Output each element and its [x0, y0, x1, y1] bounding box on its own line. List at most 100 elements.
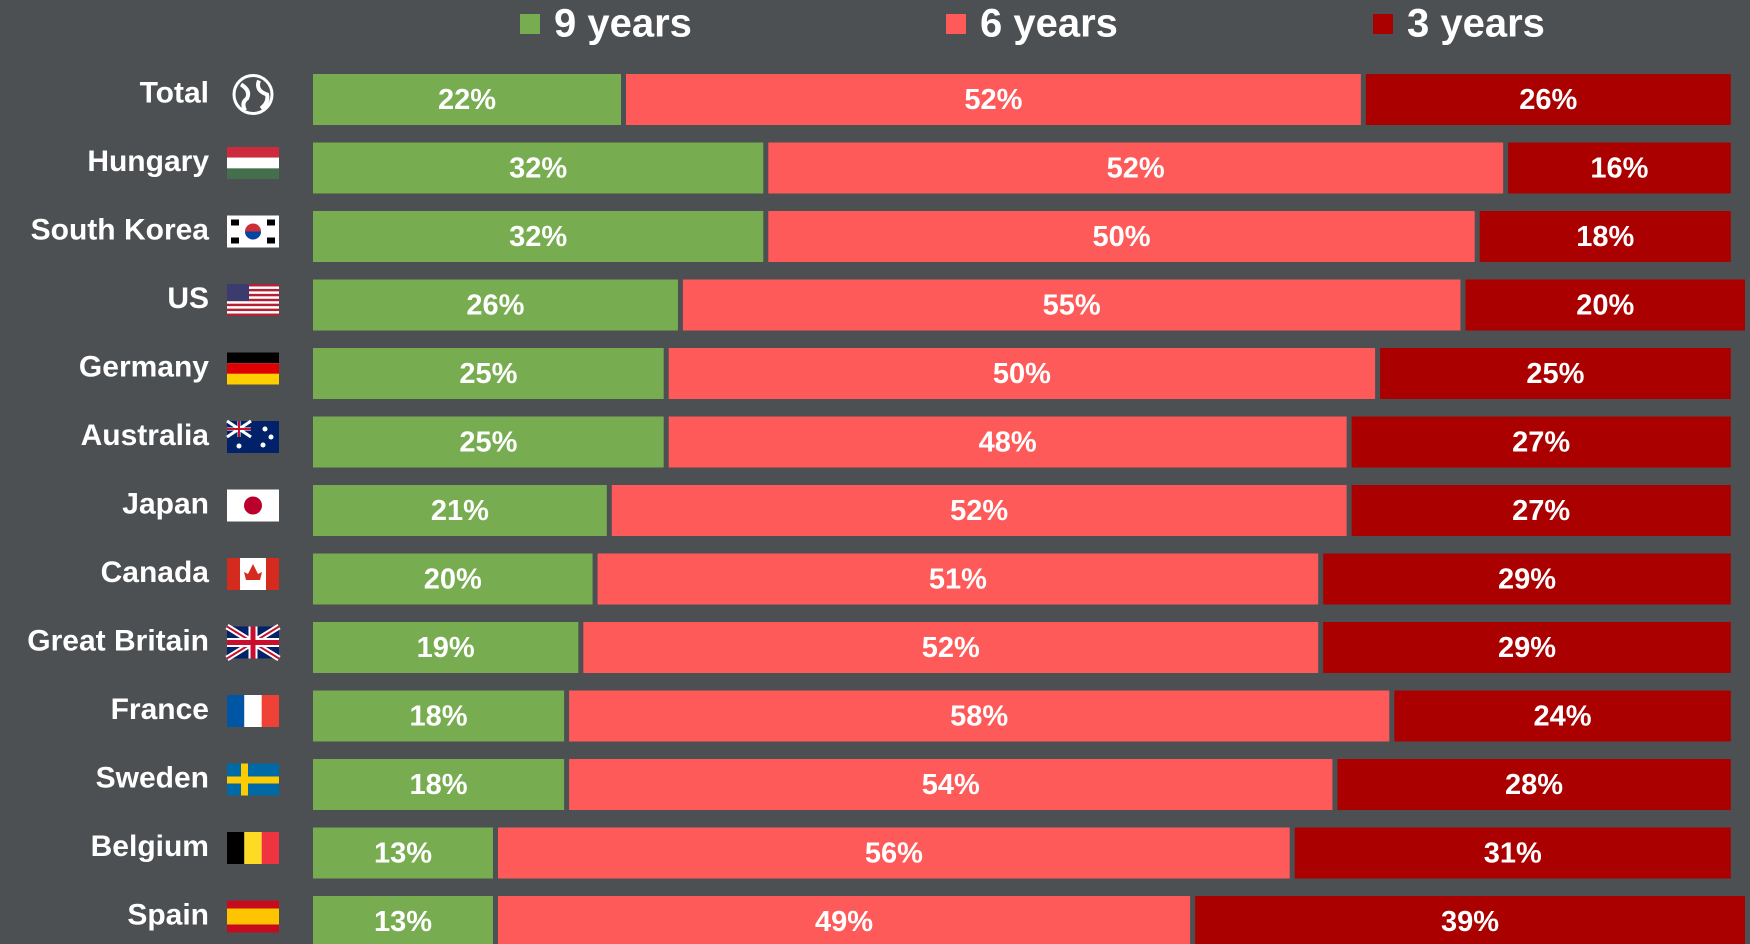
bar-segment	[668, 348, 1376, 399]
flag-trigram	[267, 237, 275, 244]
flag-stripe	[227, 157, 279, 169]
flag-cross	[227, 626, 279, 659]
value-label: 51%	[929, 564, 987, 596]
bar-segment	[1337, 759, 1731, 810]
value-label: 55%	[1043, 290, 1101, 322]
flag-stripe	[227, 293, 279, 297]
value-label: 29%	[1498, 632, 1556, 664]
bar-segment	[583, 622, 1319, 673]
value-label: 50%	[1092, 221, 1150, 253]
value-label: 31%	[1484, 838, 1542, 870]
flag-stripe	[227, 298, 279, 302]
flag-trigram	[267, 219, 275, 226]
value-label: 13%	[374, 838, 432, 870]
flag-star	[262, 426, 268, 432]
bar-segment	[626, 74, 1361, 125]
value-label: 56%	[865, 838, 923, 870]
legend-label: 6 years	[980, 2, 1118, 46]
flag-stripe	[227, 695, 245, 727]
value-label: 49%	[815, 906, 873, 938]
flag-stripe	[266, 558, 279, 590]
value-label: 39%	[1441, 906, 1499, 938]
bar-segment	[313, 622, 579, 673]
bar-segment	[313, 827, 493, 879]
bar-segment	[313, 211, 764, 262]
flag-stripe	[227, 900, 279, 909]
bar-segment	[569, 690, 1390, 742]
category-label: Belgium	[91, 830, 209, 863]
flag-stripe	[227, 288, 279, 292]
flag-cross	[227, 776, 279, 784]
category-label: Hungary	[87, 145, 209, 178]
flag-star	[260, 442, 266, 448]
flag-stripe	[227, 284, 279, 287]
value-label: 50%	[993, 358, 1051, 390]
flag-sun	[244, 496, 262, 515]
category-label: Total	[140, 76, 209, 109]
value-label: 25%	[1526, 358, 1584, 390]
bar-segment	[1351, 485, 1731, 536]
legend-label: 3 years	[1407, 2, 1545, 46]
legend-label: 9 years	[554, 2, 692, 46]
value-label: 20%	[1576, 290, 1634, 322]
flag-stripe	[227, 363, 279, 374]
value-label: 27%	[1512, 427, 1570, 459]
bar-segment	[768, 211, 1475, 262]
bar-segment	[768, 142, 1504, 194]
bar-segment	[1351, 416, 1731, 468]
value-label: 20%	[424, 564, 482, 596]
flag-stripe	[261, 832, 279, 864]
bar-segment	[313, 896, 493, 944]
category-label: Sweden	[96, 761, 209, 794]
bar-segment	[1508, 142, 1731, 194]
bar-segment	[682, 279, 1461, 331]
category-label: Japan	[122, 487, 209, 520]
bar-segment	[597, 553, 1319, 605]
bar-segment	[313, 553, 593, 605]
value-label: 13%	[374, 906, 432, 938]
value-label: 27%	[1512, 495, 1570, 527]
flag-stripe	[227, 303, 279, 307]
category-label: Spain	[127, 898, 209, 931]
bar-segment	[313, 485, 607, 536]
value-label: 58%	[950, 701, 1008, 733]
flag-star	[268, 434, 274, 440]
bar-segment	[1380, 348, 1731, 399]
flag-trigram	[231, 237, 239, 244]
bar-segment	[497, 896, 1191, 944]
value-label: 25%	[459, 427, 517, 459]
category-label: France	[111, 693, 209, 726]
value-label: 25%	[459, 358, 517, 390]
flag-star	[236, 443, 242, 449]
bar-segment	[1323, 553, 1731, 605]
flag-union	[227, 421, 251, 437]
value-label: 18%	[410, 701, 468, 733]
bar-segment	[313, 74, 622, 125]
value-label: 32%	[509, 221, 567, 253]
flag-leaf	[244, 564, 262, 580]
category-label: Canada	[101, 556, 210, 589]
bar-segment	[1195, 896, 1745, 944]
value-label: 21%	[431, 495, 489, 527]
flag-stripe	[244, 832, 262, 864]
value-label: 26%	[1519, 84, 1577, 116]
value-label: 29%	[1498, 564, 1556, 596]
value-label: 19%	[417, 632, 475, 664]
bar-segment	[611, 485, 1347, 536]
legend-swatch	[1373, 14, 1393, 34]
flag-stripe	[227, 313, 279, 316]
flag-stripe	[244, 695, 262, 727]
flag-stripe	[227, 558, 240, 590]
flag-canton	[227, 284, 249, 301]
flag-stripe	[227, 147, 279, 158]
bar-segment	[313, 348, 664, 399]
value-label: 52%	[950, 495, 1008, 527]
bar-segment	[313, 759, 565, 810]
globe-land	[239, 79, 270, 112]
bar-segment	[569, 759, 1333, 810]
value-label: 24%	[1534, 701, 1592, 733]
value-label: 54%	[922, 769, 980, 801]
category-label: Australia	[81, 419, 210, 452]
bar-segment	[313, 416, 664, 468]
